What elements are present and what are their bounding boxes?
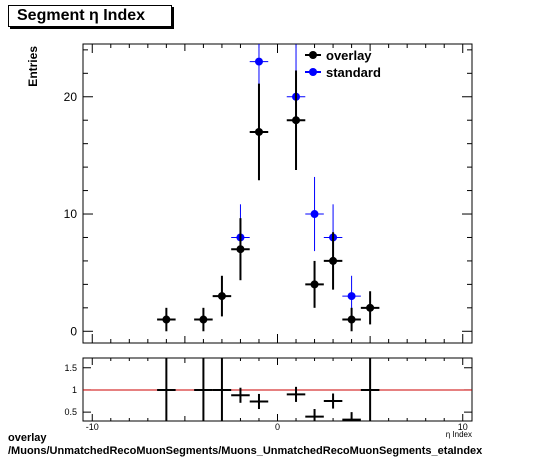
main-y-tick-label: 20 xyxy=(64,90,78,104)
ratio-y-tick-label: 0.5 xyxy=(64,407,77,417)
legend-label-overlay: overlay xyxy=(326,48,372,63)
data-point-overlay xyxy=(366,303,375,312)
data-point-overlay xyxy=(329,256,338,265)
ratio-y-tick-label: 1 xyxy=(72,385,77,395)
main-plot-frame xyxy=(82,43,473,344)
footer-caption: overlay /Muons/UnmatchedRecoMuonSegments… xyxy=(8,432,482,458)
main-y-tick-label: 0 xyxy=(70,324,77,338)
data-point-overlay xyxy=(347,315,356,324)
data-point-overlay xyxy=(292,116,301,125)
footer-line-2: /Muons/UnmatchedRecoMuonSegments/Muons_U… xyxy=(8,445,483,457)
footer-line-1: overlay xyxy=(8,432,47,444)
x-tick-label: 0 xyxy=(275,422,280,432)
data-point-overlay xyxy=(310,280,319,289)
x-axis-label: η Index xyxy=(446,430,472,439)
y-axis-label: Entries xyxy=(26,46,40,87)
data-point-standard xyxy=(254,57,263,66)
chart-title: Segment η Index xyxy=(17,7,146,24)
data-point-standard xyxy=(310,210,319,219)
data-point-overlay xyxy=(236,245,245,254)
data-point-overlay xyxy=(217,292,226,301)
chart-title-box: Segment η Index xyxy=(8,5,172,27)
legend-marker-overlay xyxy=(309,51,317,59)
data-point-overlay xyxy=(199,315,208,324)
x-tick-label: 10 xyxy=(458,422,468,432)
ratio-y-tick-label: 1.5 xyxy=(64,363,77,373)
data-point-overlay xyxy=(254,127,263,136)
main-y-tick-label: 10 xyxy=(64,207,78,221)
data-point-overlay xyxy=(162,315,171,324)
legend-marker-standard xyxy=(309,68,317,76)
x-tick-label: -10 xyxy=(86,422,99,432)
legend-label-standard: standard xyxy=(326,65,381,80)
data-point-standard xyxy=(347,292,356,301)
